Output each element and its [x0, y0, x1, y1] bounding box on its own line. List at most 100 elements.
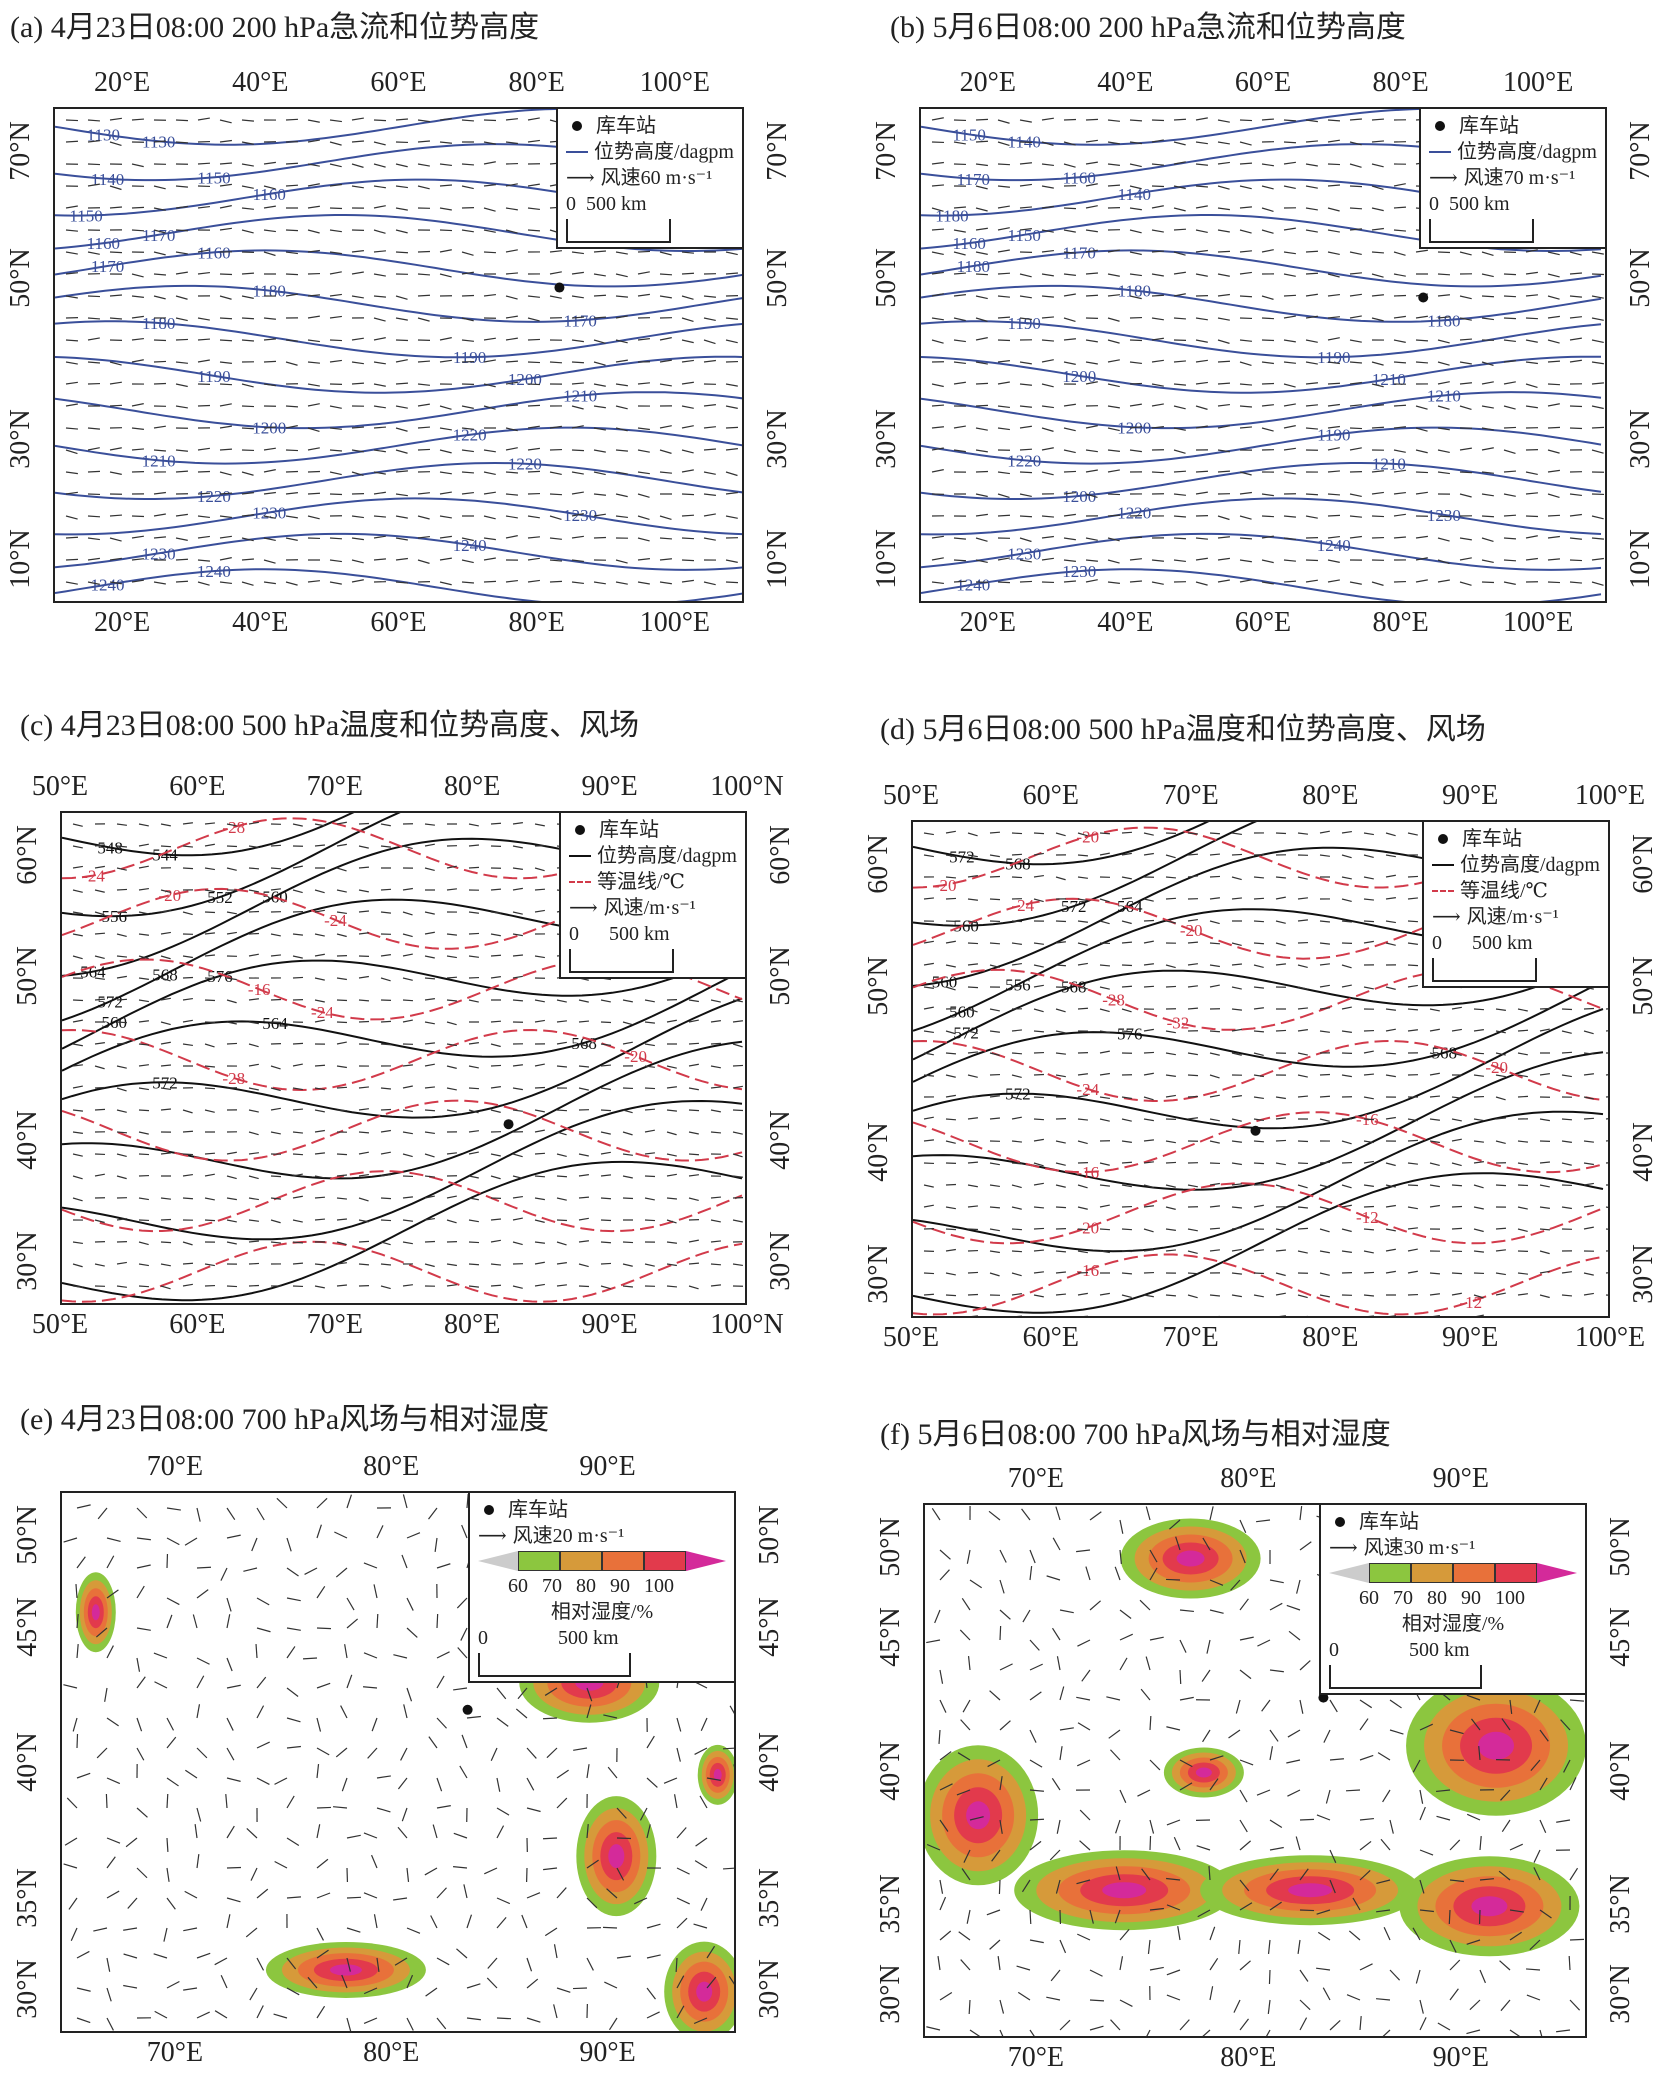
wind-barb: [468, 1109, 479, 1114]
wind-barb: [1275, 1272, 1286, 1277]
contour-label: 572: [1005, 1085, 1031, 1104]
wind-arrow: [1393, 536, 1407, 539]
wind-arrow: [316, 1927, 325, 1941]
wind-arrow: [329, 163, 342, 168]
wind-arrow: [131, 427, 144, 430]
contour-label: 1220: [197, 487, 231, 506]
wind-arrow: [307, 1976, 318, 1989]
wind-arrow: [241, 405, 255, 408]
wind-arrow: [681, 317, 694, 322]
wind-arrow: [681, 514, 695, 517]
wind-arrow: [1539, 1777, 1548, 1791]
station-dot-icon: [1438, 834, 1448, 844]
wind-arrow: [1316, 1909, 1331, 1915]
wind-arrow: [1059, 1727, 1074, 1731]
lon-tick-top: 90°E: [581, 771, 638, 802]
wind-arrow: [1041, 316, 1055, 319]
map-frame: 568 572 572 560 564 560 556 560 568 572 576 568 572-…: [911, 820, 1610, 1318]
lat-tick-left: 70°N: [871, 121, 902, 181]
wind-arrow: [417, 559, 430, 564]
wind-arrow: [1230, 1579, 1241, 1591]
wind-barb: [1011, 1162, 1023, 1165]
contour-label: 572: [1061, 897, 1087, 916]
wind-barb: [424, 1175, 436, 1178]
isotherm-label: -24: [1076, 1080, 1099, 1099]
wind-arrow: [1019, 162, 1032, 165]
wind-arrow: [175, 361, 188, 364]
wind-barb: [446, 1195, 457, 1199]
wind-arrow: [153, 251, 166, 256]
wind-arrow: [571, 361, 585, 364]
wind-arrow: [1129, 536, 1143, 539]
wind-barb: [1495, 1249, 1507, 1252]
wind-arrow: [931, 161, 944, 165]
lat-tick-left: 45°N: [12, 1596, 43, 1657]
wind-barb: [1253, 964, 1264, 968]
wind-arrow: [1085, 493, 1098, 499]
wind-barb: [945, 1118, 957, 1121]
wind-barb: [1231, 1248, 1242, 1252]
wind-barb: [1055, 1008, 1066, 1013]
wind-barb: [424, 843, 435, 847]
wind-arrow: [703, 339, 716, 345]
wind-arrow: [966, 1549, 971, 1564]
legend: 库车站 ⟶ 风速30 m·s⁻¹ 60 70 80 90 100 相对湿度/% 0 500 km: [1319, 1505, 1585, 1695]
lat-tick-right: 50°N: [1625, 248, 1656, 308]
wind-arrow: [1235, 1699, 1241, 1714]
wind-arrow: [606, 1888, 618, 1899]
wind-barb: [1011, 1272, 1022, 1277]
wind-arrow: [725, 339, 738, 344]
wind-barb: [644, 1152, 656, 1155]
wind-barb: [1451, 1205, 1463, 1208]
wind-arrow: [97, 1507, 108, 1520]
wind-arrow: [1449, 1959, 1461, 1971]
wind-arrow: [1568, 1955, 1571, 1971]
wind-arrow: [175, 271, 188, 275]
wind-arrow: [1076, 1879, 1091, 1885]
wind-barb: [204, 1263, 215, 1267]
wind-arrow: [505, 229, 518, 234]
wind-barb: [138, 933, 149, 936]
wind-arrow: [675, 1957, 678, 1973]
wind-arrow: [1262, 602, 1274, 603]
wind-arrow: [219, 557, 232, 561]
wind-arrow: [1525, 405, 1538, 409]
lon-tick-top: 90°E: [1442, 780, 1499, 811]
contour-label: 1220: [453, 426, 487, 445]
wind-barb: [182, 955, 193, 959]
lon-tick-bottom: 40°E: [232, 607, 289, 638]
wind-arrow: [676, 1897, 690, 1905]
wind-barb: [1143, 1205, 1154, 1208]
wind-arrow: [1268, 1969, 1271, 1985]
wind-barb: [1099, 1162, 1110, 1166]
wind-arrow: [1299, 2017, 1308, 2031]
wind-arrow: [1466, 1694, 1481, 1701]
wind-barb: [534, 1261, 545, 1265]
wind-arrow: [549, 559, 563, 562]
wind-barb: [182, 1019, 193, 1023]
wind-barb: [1363, 876, 1374, 880]
wind-arrow: [351, 382, 365, 385]
humidity-area: [608, 1844, 625, 1869]
wind-arrow: [1327, 425, 1340, 429]
wind-arrow: [1525, 557, 1538, 561]
wind-barb: [1407, 1206, 1418, 1210]
wind-barb: [1011, 1096, 1022, 1101]
wind-arrow: [963, 1849, 971, 1863]
wind-arrow: [65, 339, 79, 342]
wind-arrow: [1503, 273, 1517, 276]
wind-barb: [945, 1248, 956, 1252]
wind-barb: [72, 865, 83, 869]
wind-arrow: [1202, 1729, 1211, 1743]
wind-barb: [1407, 1184, 1419, 1187]
contour-label: 1240: [956, 576, 990, 595]
wind-barb: [1407, 920, 1419, 923]
wind-arrow: [285, 581, 298, 586]
contour-label: 1150: [69, 206, 102, 225]
wind-barb: [666, 1153, 677, 1157]
wind-arrow: [1299, 1999, 1311, 2011]
wind-arrow: [439, 471, 452, 475]
wind-barb: [336, 1174, 348, 1177]
wind-barb: [578, 1217, 589, 1221]
wind-arrow: [1239, 361, 1252, 367]
